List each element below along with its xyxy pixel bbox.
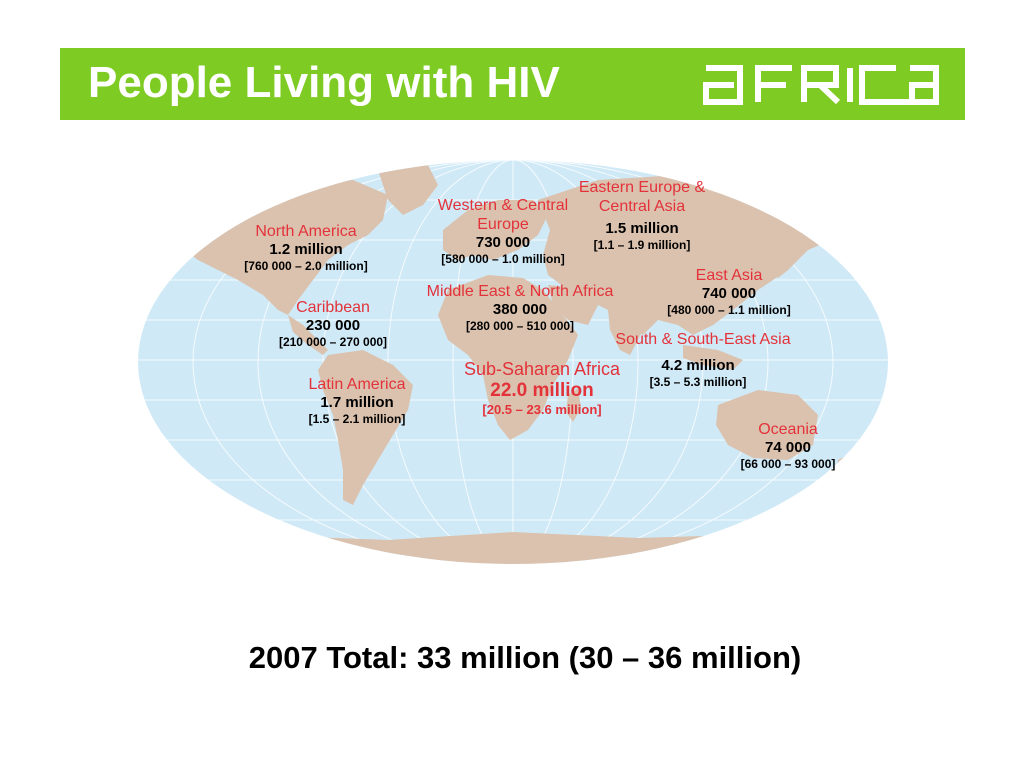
header-bar: People Living with HIV (60, 48, 965, 120)
region-value: 380 000 (492, 301, 548, 318)
region-sub-saharan-africa: Sub-Saharan Africa 22.0 million [20.5 – … (426, 358, 658, 417)
world-map-graphic (138, 160, 888, 564)
land-australia (716, 390, 818, 460)
region-latin-america: Latin America 1.7 million [1.5 – 2.1 mil… (282, 375, 432, 427)
region-caribbean: Caribbean 230 000 [210 000 – 270 000] (262, 298, 404, 350)
region-oceania: Oceania 74 000 [66 000 – 93 000] (726, 420, 850, 472)
region-value: 740 000 (701, 285, 757, 302)
region-name: North America (255, 223, 357, 240)
region-value: 22.0 million (490, 380, 594, 401)
total-summary: 2007 Total: 33 million (30 – 36 million) (248, 640, 802, 675)
region-range: [210 000 – 270 000] (278, 335, 388, 349)
page-title: People Living with HIV (88, 58, 560, 107)
land-greenland (378, 165, 438, 215)
region-value: 1.2 million (269, 241, 343, 258)
region-name: Oceania (758, 421, 818, 438)
region-range: [66 000 – 93 000] (740, 457, 836, 471)
region-value: 730 000 (475, 234, 531, 251)
world-map (138, 160, 888, 565)
region-value: 1.5 million (605, 220, 679, 237)
region-name: Eastern Europe & Central Asia (578, 179, 706, 215)
region-value: 1.7 million (320, 394, 394, 411)
region-value: 230 000 (305, 317, 361, 334)
region-north-america: North America 1.2 million [760 000 – 2.0… (230, 222, 382, 274)
region-name: Caribbean (296, 299, 370, 316)
region-name: Western & Central Europe (437, 197, 569, 233)
africa-logo (703, 65, 939, 105)
land-japan (778, 245, 790, 278)
land-south-america (318, 350, 413, 505)
region-range: [280 000 – 510 000] (465, 319, 575, 333)
region-east-asia: East Asia 740 000 [480 000 – 1.1 million… (650, 266, 808, 318)
land-madagascar (566, 388, 581, 422)
region-range: [480 000 – 1.1 million] (667, 303, 791, 317)
region-name: Latin America (308, 376, 406, 393)
region-range: [20.5 – 23.6 million] (482, 402, 602, 417)
region-value: 4.2 million (661, 357, 735, 374)
land-central-america (288, 315, 328, 355)
region-name: Sub-Saharan Africa (463, 359, 621, 379)
land-antarctica (138, 532, 888, 564)
region-name: Middle East & North Africa (426, 283, 614, 300)
region-range: [760 000 – 2.0 million] (244, 259, 368, 273)
region-range: [1.1 – 1.9 million] (593, 238, 691, 252)
land-se-asia (683, 345, 743, 370)
region-range: [580 000 – 1.0 million] (441, 252, 565, 266)
region-value: 74 000 (765, 439, 811, 456)
region-middle-east-north-africa: Middle East & North Africa 380 000 [280 … (384, 282, 656, 334)
region-range: [1.5 – 2.1 million] (308, 412, 406, 426)
region-eastern-europe-central-asia: Eastern Europe & Central Asia 1.5 millio… (562, 178, 722, 253)
region-western-central-europe: Western & Central Europe 730 000 [580 00… (422, 196, 584, 267)
region-name: South & South-East Asia (615, 331, 791, 348)
land-africa (438, 275, 578, 440)
land-arabia (548, 285, 598, 325)
land-europe (443, 200, 548, 260)
region-range: [3.5 – 5.3 million] (649, 375, 747, 389)
region-south-southeast-asia: South & South-East Asia 4.2 million [3.5… (600, 330, 806, 390)
land-india (608, 310, 643, 355)
region-name: East Asia (695, 267, 763, 284)
